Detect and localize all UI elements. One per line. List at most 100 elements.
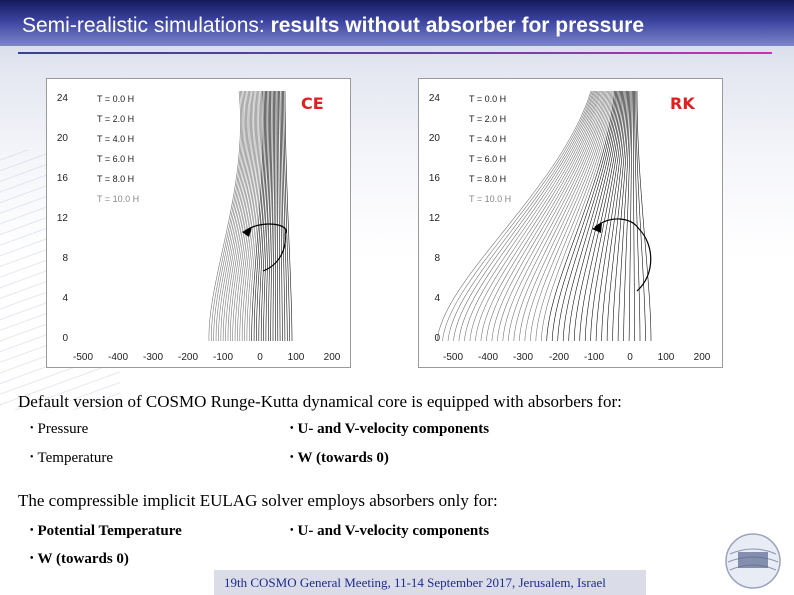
slide-title: Semi-realistic simulations: results with… <box>22 14 644 38</box>
eulag-item-label: Potential Temperature <box>37 523 182 539</box>
isoline <box>453 90 595 342</box>
isoline <box>480 90 601 342</box>
isoline <box>258 90 268 342</box>
arrow-head-rk <box>592 223 602 233</box>
circulation-arrow-rk <box>636 228 652 292</box>
isoline <box>272 90 275 342</box>
x-tick: -100 <box>212 352 233 363</box>
isoline <box>469 90 599 342</box>
legend-entry: T = 4.0 H <box>97 134 135 144</box>
x-tick: -200 <box>177 352 198 363</box>
x-tick: 100 <box>287 352 305 363</box>
isoline <box>280 90 286 342</box>
isoline <box>447 90 594 342</box>
y-tick: 12 <box>428 213 440 224</box>
legend-entry: T = 2.0 H <box>97 114 135 124</box>
y-tick: 20 <box>428 133 440 144</box>
isoline <box>590 90 625 342</box>
y-tick: 24 <box>56 93 68 104</box>
isoline <box>458 90 596 342</box>
eulag-item-potential-temperature: • Potential Temperature <box>30 523 182 539</box>
x-tick: 200 <box>693 352 711 363</box>
isoline <box>541 90 614 342</box>
isoline <box>551 90 617 342</box>
plot-panel-ce: CE T = 0.0 H T = 2.0 H T = 4.0 H T = 6.0… <box>46 78 351 368</box>
isoline <box>232 90 254 342</box>
x-tick: -500 <box>442 352 463 363</box>
isoline <box>227 90 251 342</box>
circulation-arrow-ce <box>262 233 286 272</box>
isoline <box>234 90 255 342</box>
y-tick: 8 <box>62 253 68 264</box>
isoline <box>253 90 265 342</box>
x-tick: 200 <box>323 352 341 363</box>
eulag-item-uv-velocity: • U- and V-velocity components <box>290 523 490 539</box>
eulag-item-label: W (towards 0) <box>37 551 129 567</box>
isoline <box>263 90 270 342</box>
legend-entry: T = 4.0 H <box>469 134 507 144</box>
legend-entry: T = 2.0 H <box>469 114 507 124</box>
rk-item-pressure: • Pressure <box>30 421 89 437</box>
isoline <box>557 90 618 342</box>
isoline <box>229 90 252 342</box>
isoline <box>601 90 627 342</box>
isoline <box>282 90 288 342</box>
isoline <box>220 90 248 342</box>
isoline <box>535 90 613 342</box>
isoline <box>568 90 620 342</box>
isoline <box>211 90 243 342</box>
y-tick: 24 <box>428 93 440 104</box>
y-tick: 4 <box>434 293 440 304</box>
rk-item-label: U- and V-velocity components <box>297 421 490 437</box>
rk-item-w: • W (towards 0) <box>290 450 389 466</box>
streamline-plot-ce <box>208 90 293 342</box>
rk-item-label: Temperature <box>37 450 114 466</box>
isoline <box>636 90 652 342</box>
isoline <box>502 90 606 342</box>
plot-panel-rk: RK T = 0.0 H T = 2.0 H T = 4.0 H T = 6.0… <box>418 78 723 368</box>
x-tick: -300 <box>142 352 163 363</box>
x-tick: -200 <box>548 352 569 363</box>
isoline <box>222 90 249 342</box>
x-tick: 0 <box>627 352 633 363</box>
y-tick: 8 <box>434 253 440 264</box>
x-tick: -300 <box>512 352 533 363</box>
isoline <box>248 90 263 342</box>
isoline <box>595 90 626 342</box>
y-tick: 16 <box>428 173 440 184</box>
isoline <box>208 90 241 342</box>
isoline <box>497 90 605 342</box>
legend-entry: T = 6.0 H <box>469 154 507 164</box>
isoline <box>524 90 611 342</box>
isoline <box>546 90 615 342</box>
eulag-intro-text: The compressible implicit EULAG solver e… <box>18 491 498 510</box>
isoline <box>606 90 628 342</box>
legend-entry: T = 8.0 H <box>469 174 507 184</box>
isoline <box>225 90 250 342</box>
isoline <box>623 90 632 342</box>
isoline <box>562 90 619 342</box>
isoline <box>513 90 608 342</box>
eulag-item-label: U- and V-velocity components <box>297 523 490 539</box>
isoline <box>633 90 635 342</box>
x-tick: 0 <box>257 352 263 363</box>
isoline <box>530 90 612 342</box>
isoline <box>491 90 604 342</box>
isoline <box>275 90 277 342</box>
isoline <box>265 90 272 342</box>
x-tick: -100 <box>583 352 604 363</box>
isoline <box>436 90 592 342</box>
isoline <box>215 90 245 342</box>
y-tick: 0 <box>62 333 68 344</box>
streamline-plot-rk <box>436 90 652 342</box>
y-tick: 16 <box>56 173 68 184</box>
isoline <box>442 90 593 342</box>
isoline <box>284 90 293 342</box>
legend-entry: T = 8.0 H <box>97 174 135 184</box>
isoline <box>256 90 266 342</box>
title-plain: Semi-realistic simulations: <box>22 14 271 37</box>
y-tick: 20 <box>56 133 68 144</box>
isoline <box>213 90 244 342</box>
isoline-group-rk <box>436 90 652 342</box>
isoline <box>464 90 598 342</box>
